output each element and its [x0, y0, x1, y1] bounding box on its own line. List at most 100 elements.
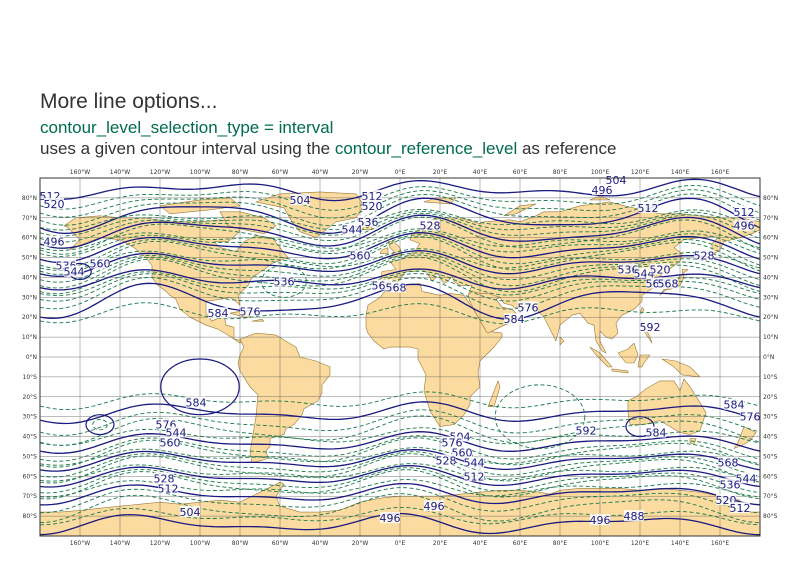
lon-tick-label-bottom: 60°W	[272, 540, 289, 547]
contour-label-bg	[436, 454, 456, 466]
lon-tick-label-top: 100°E	[591, 169, 609, 176]
minor-contour-line	[40, 234, 760, 269]
contour-label-bg	[342, 223, 362, 235]
lat-tick-label-right: 20°S	[763, 394, 778, 401]
contour-label: 544	[342, 224, 363, 237]
contour-label-bg	[504, 313, 524, 325]
lat-tick-label-right: 30°N	[763, 294, 778, 301]
contour-label-bg	[464, 456, 484, 468]
contour-label-bg	[734, 219, 754, 231]
lat-tick-label-right: 70°N	[763, 215, 778, 222]
contour-label-bg	[158, 482, 178, 494]
contour-label-bg	[380, 512, 400, 524]
contour-label: 512	[362, 190, 383, 203]
minor-contour-line	[40, 254, 760, 289]
land-borneo	[617, 342, 639, 364]
contour-label-bg	[274, 275, 294, 287]
lon-tick-label-bottom: 60°E	[513, 540, 528, 547]
lat-tick-label-left: 10°N	[22, 334, 37, 341]
lon-tick-label-top: 20°E	[433, 169, 448, 176]
contour-label-bg	[634, 267, 654, 279]
contour-label: 536	[274, 275, 295, 288]
closed-contour	[261, 265, 307, 298]
lat-tick-label-right: 30°S	[763, 414, 778, 421]
minor-contour-line	[40, 479, 760, 498]
lon-tick-label-top: 160°W	[70, 169, 90, 176]
contour-label: 512	[638, 202, 659, 215]
lat-tick-label-left: 40°N	[22, 274, 37, 281]
minor-contour-line	[40, 252, 760, 283]
contour-label-bg	[734, 205, 754, 217]
land-baffin	[219, 211, 277, 234]
major-contour-line	[40, 250, 760, 277]
lon-tick-label-top: 140°W	[110, 169, 130, 176]
minor-contour-line	[40, 302, 760, 325]
contour-label: 512	[158, 482, 179, 495]
closed-contour	[85, 414, 115, 436]
description-highlight: contour_reference_level	[334, 139, 518, 158]
contour-label-bg	[44, 197, 64, 209]
contour-label: 536	[358, 216, 379, 229]
contour-label-bg	[590, 514, 610, 526]
contour-label-bg	[424, 500, 444, 512]
contour-label: 520	[650, 263, 671, 276]
minor-contour-line	[40, 415, 760, 446]
contour-label: 584	[208, 307, 229, 320]
contour-label-bg	[442, 436, 462, 448]
contour-label: 504	[290, 194, 311, 207]
lon-tick-label-top: 0°E	[395, 169, 406, 176]
contour-label-bg	[56, 259, 76, 271]
minor-contour-line	[40, 463, 760, 482]
lat-tick-label-left: 50°S	[23, 453, 38, 460]
contour-label-bg	[650, 263, 670, 275]
contour-label-bg	[160, 436, 180, 448]
contour-label-bg	[576, 424, 596, 436]
contour-label: 496	[380, 512, 401, 525]
land-taiwan	[639, 306, 645, 314]
lon-tick-label-top: 140°E	[671, 169, 689, 176]
minor-contour-line	[40, 451, 760, 478]
contour-label: 560	[350, 250, 371, 263]
contour-label-bg	[694, 249, 714, 261]
lon-tick-label-top: 60°E	[513, 169, 528, 176]
contour-label: 544	[166, 427, 187, 440]
contour-label-bg	[208, 307, 228, 319]
contour-label: 504	[606, 174, 627, 187]
major-contour-line	[40, 268, 760, 291]
contour-label-bg	[730, 502, 750, 514]
lat-tick-label-left: 30°N	[22, 294, 37, 301]
contour-label: 512	[464, 470, 485, 483]
major-contour-line	[40, 178, 760, 202]
contour-label-bg	[592, 183, 612, 195]
contour-label: 544	[736, 472, 757, 485]
contour-label-bg	[166, 426, 186, 438]
contour-label: 568	[718, 456, 739, 469]
contour-label: 504	[180, 506, 201, 519]
contour-label: 496	[592, 184, 613, 197]
contour-label: 576	[740, 411, 761, 424]
minor-contour-line	[40, 212, 760, 243]
contour-label: 528	[420, 220, 441, 233]
contour-label-bg	[186, 396, 206, 408]
contour-label: 496	[44, 236, 65, 249]
lat-tick-label-right: 40°N	[763, 274, 778, 281]
lat-tick-label-right: 60°N	[763, 235, 778, 242]
contour-label-bg	[624, 510, 644, 522]
minor-contour-line	[40, 409, 760, 436]
contour-label-bg	[372, 279, 392, 291]
graticule	[40, 178, 760, 536]
minor-contour-line	[40, 447, 760, 466]
minor-contour-line	[40, 236, 760, 275]
map-frame	[39, 177, 761, 537]
contour-label-bg	[618, 263, 638, 275]
lon-tick-label-bottom: 120°W	[150, 540, 170, 547]
lat-tick-label-right: 10°S	[763, 374, 778, 381]
lon-tick-label-bottom: 100°W	[190, 540, 210, 547]
lat-tick-label-right: 20°N	[763, 314, 778, 321]
minor-contour-line	[40, 248, 760, 271]
lon-tick-label-bottom: 140°E	[671, 540, 689, 547]
lat-tick-label-left: 50°N	[22, 255, 37, 262]
lon-tick-label-top: 40°E	[473, 169, 488, 176]
major-contour-line	[40, 431, 760, 454]
contour-label: 536	[618, 263, 639, 276]
